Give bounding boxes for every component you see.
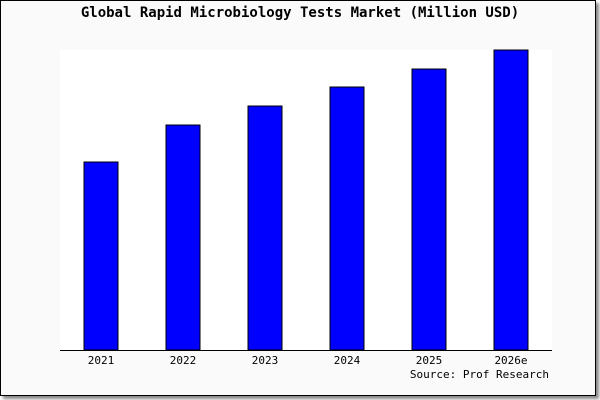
bar-2025 (411, 68, 447, 351)
bar-2022 (165, 124, 201, 351)
x-tick-label: 2023 (252, 354, 279, 367)
bar-2024 (329, 86, 365, 351)
bar-2023 (247, 105, 283, 351)
x-tick-label: 2025 (416, 354, 443, 367)
plot-area (60, 50, 552, 350)
x-tick-label: 2026e (494, 354, 527, 367)
chart-title: Global Rapid Microbiology Tests Market (… (80, 5, 520, 21)
x-tick-label: 2024 (334, 354, 361, 367)
x-tick-label: 2021 (88, 354, 115, 367)
bar-2021 (83, 161, 119, 351)
source-note: Source: Prof Research (409, 368, 549, 381)
bar-2026e (493, 49, 529, 351)
x-tick-label: 2022 (170, 354, 197, 367)
